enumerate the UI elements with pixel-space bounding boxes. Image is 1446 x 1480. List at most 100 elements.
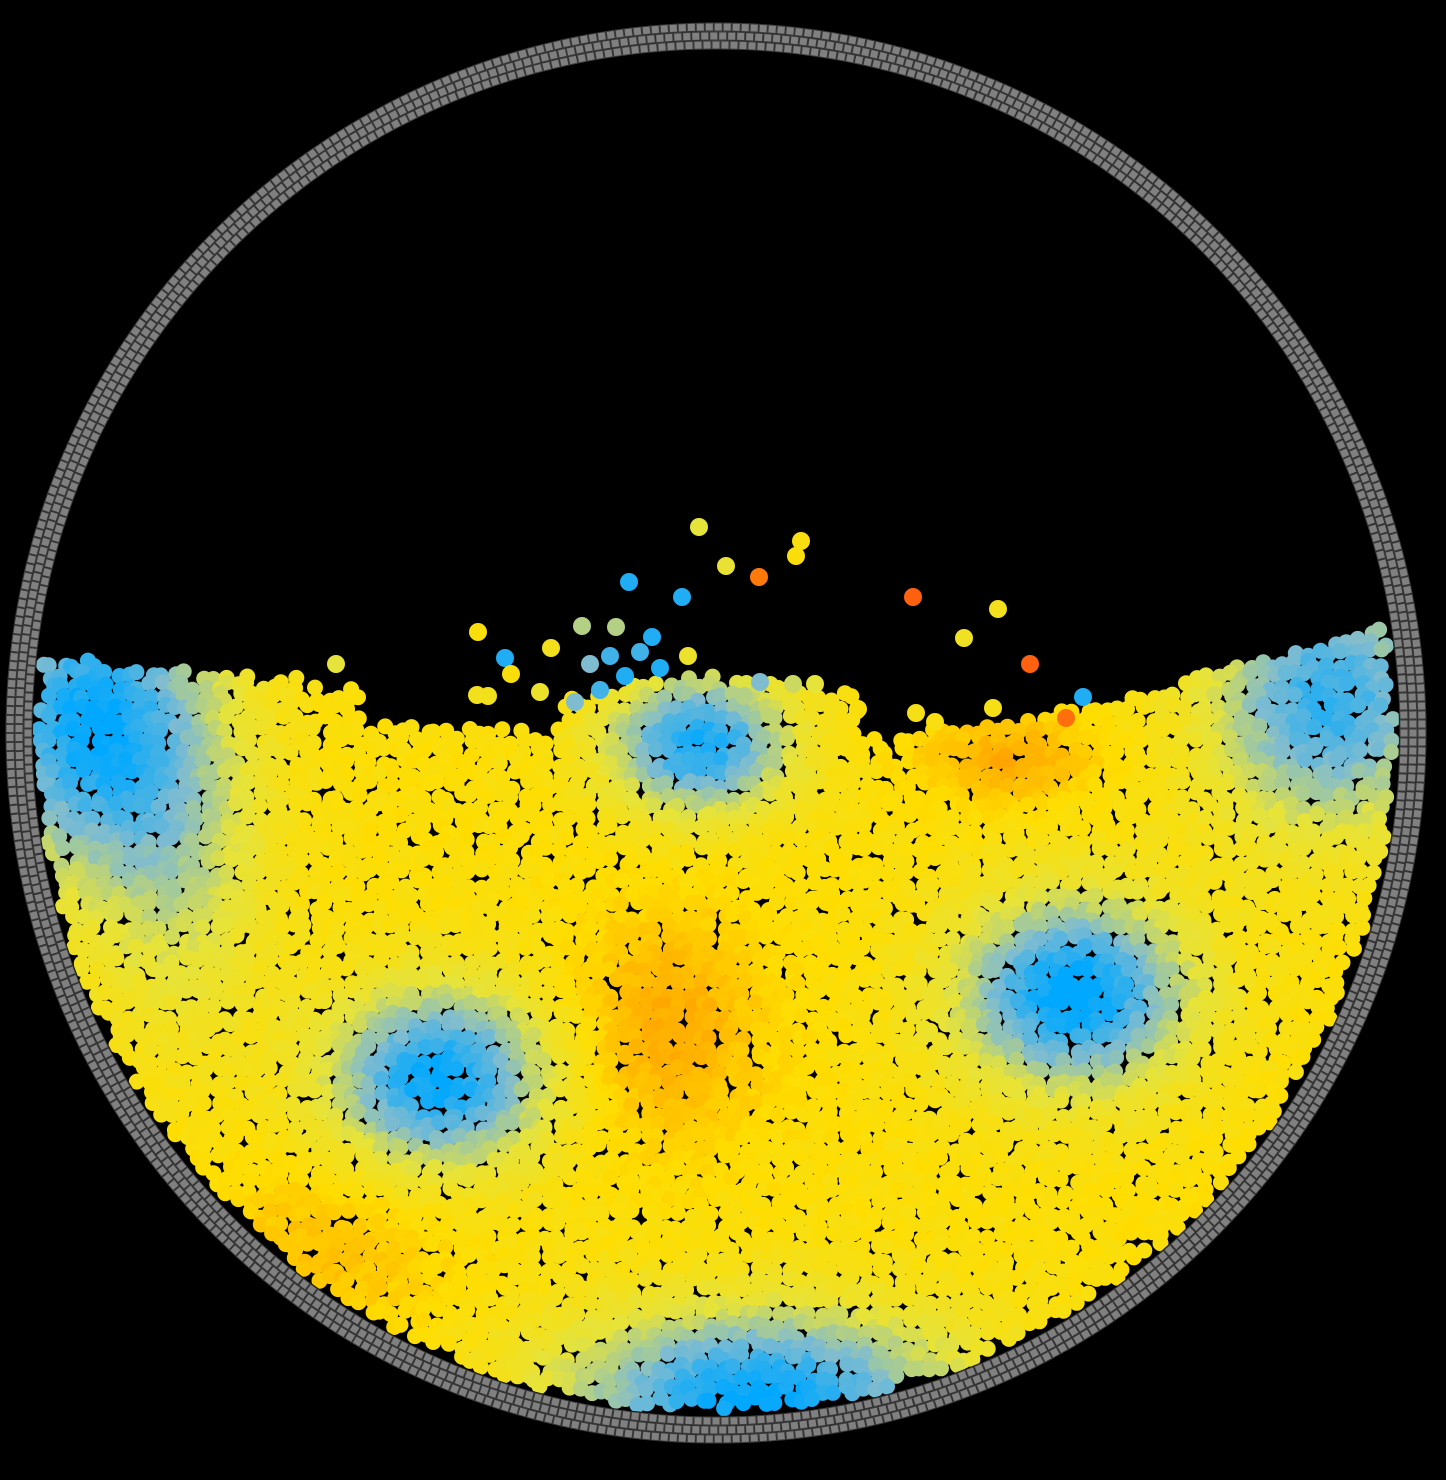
fluid-particle (614, 872, 630, 889)
fluid-particle (1372, 697, 1389, 714)
fluid-particle (1328, 751, 1345, 768)
fluid-particle (580, 1015, 597, 1032)
fluid-particle (778, 808, 795, 825)
fluid-particle (1241, 696, 1258, 713)
fluid-particle (62, 699, 79, 716)
fluid-particle (513, 1081, 530, 1098)
fluid-particle (316, 1037, 333, 1053)
fluid-particle (1043, 873, 1060, 890)
fluid-particle (360, 1038, 377, 1055)
fluid-particle (207, 1016, 224, 1033)
fluid-particle (1373, 641, 1390, 658)
fluid-particle (634, 831, 651, 848)
fluid-particle (1264, 872, 1281, 889)
fluid-particle (1206, 686, 1223, 703)
fluid-particle (1383, 744, 1399, 760)
fluid-particle (227, 795, 244, 812)
fluid-particle (164, 928, 180, 945)
fluid-particle (220, 993, 237, 1010)
fluid-particle (40, 707, 57, 724)
fluid-particle (306, 1082, 323, 1099)
fluid-particle (330, 863, 347, 880)
fluid-particle (163, 829, 180, 846)
fluid-particle (1265, 938, 1282, 955)
fluid-particle (496, 885, 513, 902)
fluid-particle (1197, 809, 1213, 826)
fluid-particle (1332, 643, 1349, 660)
fluid-particle (251, 797, 268, 814)
fluid-particle (448, 1060, 465, 1077)
fluid-particle (317, 773, 334, 789)
fluid-particle (1054, 766, 1071, 783)
fluid-particle (1222, 664, 1239, 681)
fluid-particle (338, 960, 355, 977)
fluid-particle (373, 1071, 390, 1088)
fluid-particle (316, 993, 333, 1010)
fluid-particle (1019, 796, 1036, 813)
fluid-particle (1295, 665, 1312, 682)
fluid-particle (128, 664, 145, 681)
fluid-particle (1375, 829, 1392, 845)
fluid-particle (392, 1070, 409, 1086)
fluid-particle (898, 828, 915, 844)
fluid-particle (1053, 1092, 1069, 1109)
fluid-particle (1065, 874, 1082, 891)
fluid-particle (426, 1158, 443, 1175)
fluid-particle (1075, 820, 1092, 837)
fluid-particle (657, 1026, 674, 1043)
fluid-particle (141, 675, 158, 692)
fluid-particle (197, 828, 214, 845)
fluid-particle (1345, 940, 1362, 957)
fluid-particle (1131, 1126, 1148, 1143)
fluid-particle (777, 1026, 794, 1043)
fluid-particle (142, 1041, 159, 1058)
fluid-particle (299, 697, 316, 714)
fluid-particle (789, 864, 806, 881)
fluid-particle (901, 806, 918, 823)
fluid-particle (75, 762, 92, 778)
fluid-particle (856, 840, 872, 857)
fluid-particle (132, 688, 149, 705)
fluid-particle (54, 840, 71, 856)
fluid-particle (384, 1115, 401, 1132)
fluid-particle (1328, 828, 1345, 845)
fluid-particle (350, 689, 366, 706)
fluid-particle (316, 894, 333, 911)
fluid-particle (758, 928, 775, 945)
fluid-particle (1221, 949, 1237, 966)
fluid-particle (1151, 883, 1168, 900)
fluid-particle (97, 687, 114, 703)
fluid-particle (769, 1106, 786, 1123)
fluid-particle (1273, 688, 1290, 705)
fluid-particle (504, 1114, 520, 1131)
fluid-particle (524, 1149, 541, 1166)
fluid-particle (109, 720, 126, 737)
fluid-particle (799, 1059, 816, 1075)
fluid-particle (1175, 773, 1191, 790)
fluid-particle (1286, 686, 1303, 703)
fluid-particle (40, 657, 57, 674)
fluid-particle (361, 773, 378, 789)
fluid-particle (1154, 1114, 1171, 1131)
fluid-particle (812, 696, 828, 713)
fluid-particle (107, 795, 124, 812)
fluid-particle (713, 1093, 730, 1110)
fluid-particle (1320, 674, 1337, 691)
fluid-particle (154, 674, 171, 691)
fluid-particle (330, 938, 346, 954)
fluid-particle (1338, 675, 1355, 692)
fluid-particle (601, 817, 618, 834)
fluid-particle (1198, 897, 1215, 914)
fluid-particle (537, 839, 554, 856)
fluid-particle (41, 810, 58, 827)
fluid-particle (283, 960, 299, 977)
fluid-particle (647, 741, 664, 758)
fluid-particle (294, 927, 311, 944)
fluid-particle (868, 1117, 885, 1134)
fluid-particle (1076, 938, 1093, 955)
fluid-particle (843, 688, 860, 705)
fluid-particle (1108, 1049, 1125, 1066)
fluid-particle (143, 784, 159, 801)
